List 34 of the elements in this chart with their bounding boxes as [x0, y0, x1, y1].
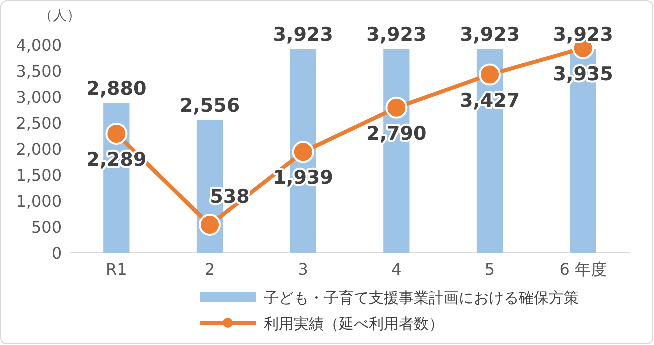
- x-tick-label: R1: [106, 260, 128, 279]
- point: [386, 96, 408, 119]
- x-tick-label: 4: [392, 260, 402, 279]
- y-axis-title: （人）: [39, 8, 81, 24]
- data-label: 2,289: [86, 148, 147, 171]
- y-tick-label: 3,000: [16, 88, 62, 107]
- point: [199, 214, 221, 236]
- data-label: 3,923: [553, 24, 614, 46]
- legend-label: 子ども・子育て支援事業計画における確保方策: [264, 289, 579, 307]
- y-tick-label: 1,000: [16, 192, 62, 211]
- y-tick-label: 0: [52, 244, 62, 263]
- y-tick-label: 3,500: [16, 62, 62, 81]
- data-label: 3,935: [553, 63, 614, 86]
- x-tick-label: 5: [484, 260, 496, 279]
- point: [292, 141, 314, 164]
- y-tick-label: 2,000: [16, 140, 62, 159]
- data-label: 2,556: [180, 95, 240, 118]
- data-label: 1,939: [273, 167, 334, 190]
- data-label: 3,427: [460, 90, 520, 112]
- point: [106, 122, 128, 145]
- point: [479, 64, 501, 86]
- x-tick-label: 6 年度: [560, 260, 607, 279]
- legend-label: 利用実績（延べ利用者数）: [264, 315, 444, 333]
- data-label: 2,880: [86, 78, 147, 100]
- y-tick-label: 500: [31, 218, 62, 237]
- x-tick-label: 3: [298, 260, 308, 279]
- data-label: 3,923: [460, 24, 520, 46]
- x-tick-label: 2: [204, 260, 216, 279]
- data-label: 2,790: [366, 122, 427, 145]
- data-label: 3,923: [273, 24, 334, 46]
- y-tick-label: 1,500: [16, 166, 62, 185]
- y-tick-label: 4,000: [16, 36, 62, 55]
- y-tick-label: 2,500: [16, 114, 62, 133]
- data-label: 3,923: [366, 24, 427, 46]
